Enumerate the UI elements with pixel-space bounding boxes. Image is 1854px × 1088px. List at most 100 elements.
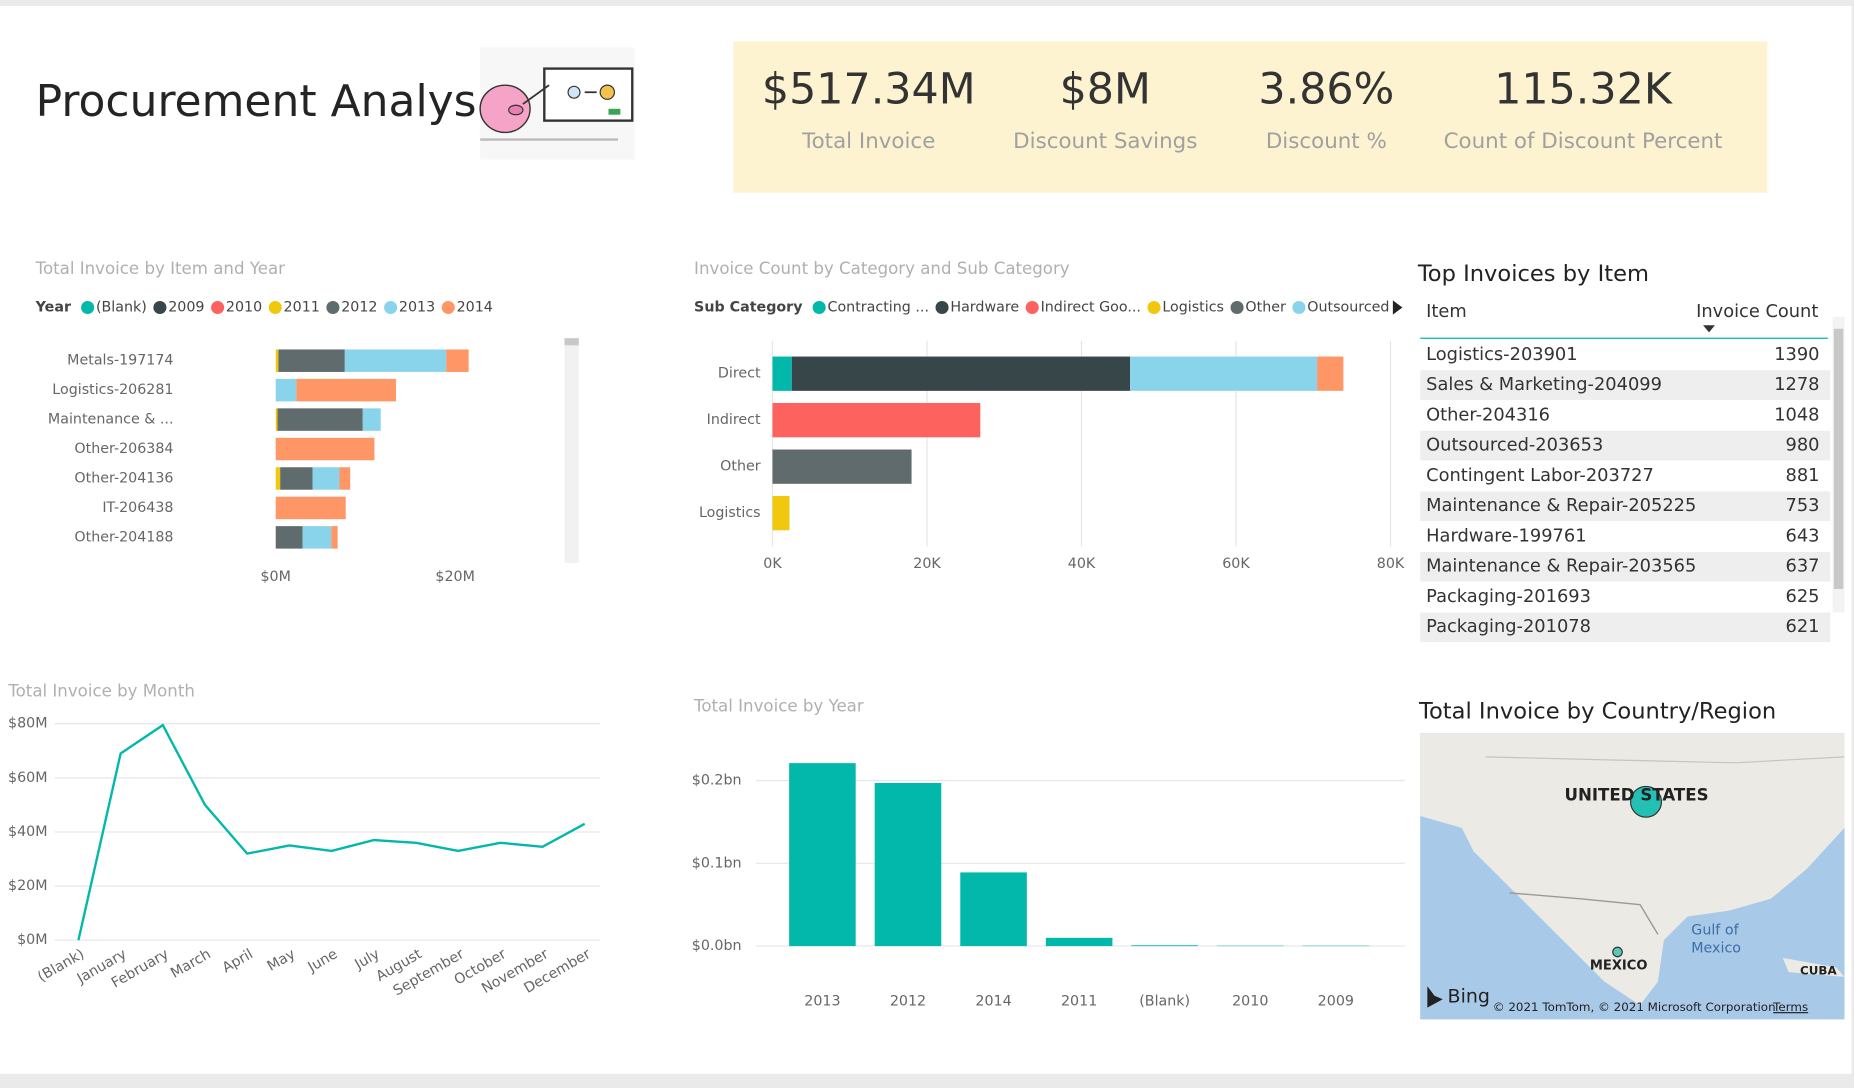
map[interactable]	[1420, 733, 1845, 1020]
y-tick-label: $80M	[8, 716, 48, 732]
y-tick-label: Other-206384	[74, 441, 173, 457]
y-tick-label: Other-204188	[74, 529, 173, 545]
bar	[789, 763, 856, 947]
x-tick-label: 2010	[1232, 994, 1268, 1010]
line	[77, 723, 586, 941]
x-tick-label: 20K	[913, 556, 941, 572]
table-cell: 637	[1786, 556, 1820, 577]
x-tick-label: 2012	[890, 994, 926, 1010]
legend-label: (Blank)	[96, 299, 147, 315]
bar-segment	[362, 408, 381, 431]
legend-marker	[268, 300, 282, 314]
legend-label: 2011	[284, 299, 320, 315]
bar-segment	[339, 467, 351, 490]
bar-segment	[772, 449, 912, 484]
kpi-label: Total Invoice	[801, 129, 935, 154]
legend-label: Other	[1245, 299, 1286, 315]
x-tick-label: $0M	[260, 569, 290, 585]
y-tick-label: Other-204136	[74, 471, 173, 487]
x-tick-label: 2013	[804, 994, 840, 1010]
kpi-label: Discount Savings	[1013, 129, 1197, 154]
table-cell: 881	[1786, 465, 1820, 486]
bar-segment	[772, 403, 981, 438]
legend-marker	[812, 300, 826, 314]
table-cell: Packaging-201693	[1426, 586, 1591, 607]
legend-label: Indirect Goo...	[1041, 299, 1141, 315]
x-tick-label: 2011	[1061, 994, 1097, 1010]
bar-segment	[280, 467, 313, 490]
table-cell: 643	[1786, 525, 1820, 546]
map-label: CUBA	[1800, 963, 1837, 977]
bar-segment	[312, 467, 340, 490]
legend-marker	[1292, 300, 1306, 314]
bar-segment	[1317, 356, 1344, 391]
legend-title: Year	[35, 299, 71, 315]
x-tick-label: 60K	[1222, 556, 1250, 572]
row-band	[1420, 430, 1831, 461]
bar-segment	[331, 526, 338, 549]
x-tick-label: $20M	[435, 569, 475, 585]
bar-segment	[277, 408, 363, 431]
y-tick-label: Other	[720, 459, 761, 475]
x-tick-label: (Blank)	[1139, 994, 1190, 1010]
table-cell: Maintenance & Repair-203565	[1426, 556, 1696, 577]
map-terms[interactable]: Terms	[1772, 1000, 1808, 1014]
y-tick-label: $20M	[8, 878, 48, 894]
y-tick-label: $60M	[8, 770, 48, 786]
legend-next[interactable]	[1392, 300, 1403, 315]
scroll-thumb[interactable]	[564, 338, 579, 346]
legend-marker	[326, 300, 340, 314]
table-cell: 625	[1786, 586, 1820, 607]
table-cell: Packaging-201078	[1426, 616, 1591, 637]
chart-title: Total Invoice by Year	[693, 697, 864, 716]
sort-indicator	[1703, 325, 1715, 333]
table-cell: Logistics-203901	[1426, 344, 1577, 365]
column-header[interactable]: Invoice Count	[1696, 301, 1818, 322]
row-band	[1420, 370, 1831, 400]
bar-segment	[275, 526, 303, 549]
map-copyright: © 2021 TomTom, © 2021 Microsoft Corporat…	[1493, 1000, 1776, 1014]
table-title: Top Invoices by Item	[1417, 261, 1649, 287]
kpi-label: Discount %	[1266, 129, 1387, 154]
scroll-thumb[interactable]	[1833, 328, 1844, 589]
kpi-value: $8M	[1060, 65, 1151, 115]
bar-segment	[446, 349, 469, 372]
x-tick-label: 2009	[1318, 994, 1354, 1010]
y-tick-label: Logistics	[699, 505, 761, 521]
legend-marker	[441, 300, 455, 314]
chart-title: Total Invoice by Month	[7, 681, 195, 700]
y-tick-label: $0.1bn	[692, 855, 742, 871]
kpi-value: 115.32K	[1494, 65, 1673, 115]
illustration	[479, 47, 635, 160]
column-header[interactable]: Item	[1426, 301, 1467, 322]
legend-marker	[935, 300, 949, 314]
legend-marker	[1025, 300, 1039, 314]
x-tick-label: 0K	[763, 556, 782, 572]
bar-segment	[275, 467, 281, 490]
table-cell: 980	[1786, 435, 1820, 456]
table-cell: Other-204316	[1426, 404, 1550, 425]
y-tick-label: IT-206438	[102, 500, 173, 516]
x-tick-label: 80K	[1377, 556, 1405, 572]
legend-title: Sub Category	[694, 299, 803, 315]
legend-label: 2013	[399, 299, 435, 315]
y-tick-label: $0.0bn	[692, 938, 742, 954]
kpi-panel	[733, 41, 1768, 193]
table-cell: Outsourced-203653	[1426, 435, 1603, 456]
map-label: Gulf of	[1691, 923, 1739, 939]
chart-title: Total Invoice by Item and Year	[35, 259, 285, 278]
y-tick-label: Indirect	[707, 412, 761, 428]
bar	[1045, 937, 1113, 947]
scrollbar[interactable]	[564, 338, 579, 563]
table-cell: 1048	[1774, 404, 1819, 425]
table-cell: Sales & Marketing-204099	[1426, 374, 1662, 395]
legend-label: 2012	[341, 299, 377, 315]
kpi-value: 3.86%	[1258, 65, 1394, 115]
bar	[960, 872, 1027, 947]
bar-segment	[275, 437, 375, 461]
bar-segment	[275, 496, 346, 520]
map-label: Mexico	[1691, 940, 1741, 956]
row-band	[1420, 491, 1831, 521]
